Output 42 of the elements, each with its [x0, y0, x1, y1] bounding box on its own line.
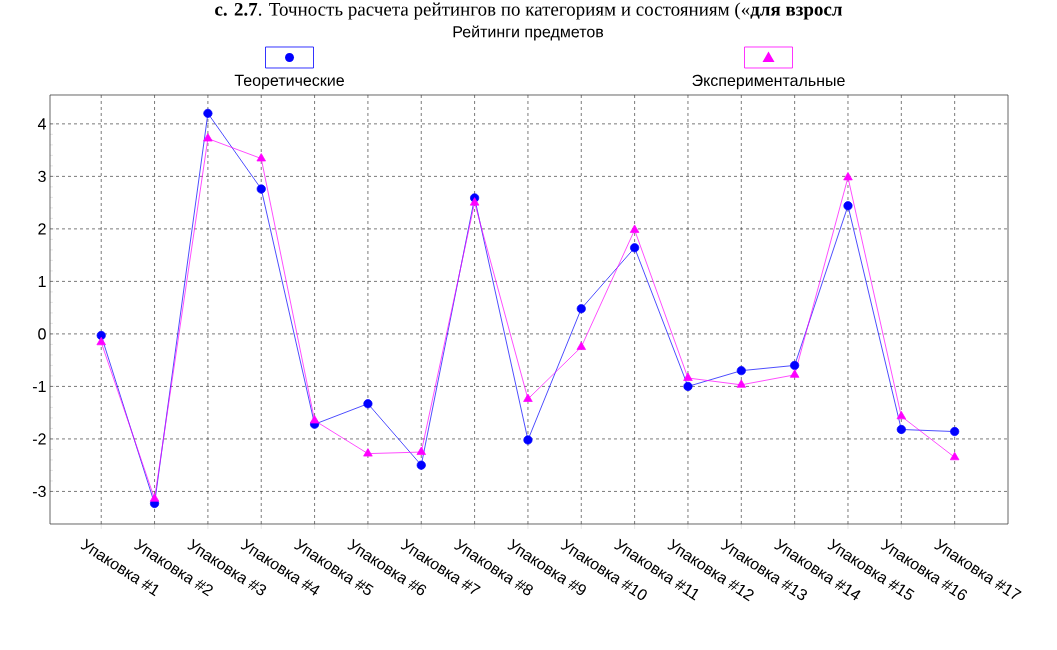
- point: [256, 153, 266, 162]
- point: [309, 415, 320, 424]
- point: [149, 493, 160, 502]
- point: [256, 184, 266, 194]
- point: [790, 360, 800, 370]
- point: [469, 197, 480, 206]
- y-tick-label: 2: [38, 223, 46, 235]
- text: с. 2.7. Точность расчета рейтингов по категориям и состояниям («для взросл: [215, 2, 843, 20]
- point: [683, 372, 693, 381]
- chart-title: Рейтинги предметов: [453, 25, 604, 41]
- point: [949, 451, 960, 461]
- point: [896, 424, 906, 435]
- point: [950, 427, 960, 437]
- point: [203, 133, 213, 142]
- point: [683, 381, 693, 391]
- y-tick-label: 1: [38, 275, 46, 287]
- point: [789, 369, 800, 378]
- point: [843, 172, 853, 181]
- point: [363, 399, 373, 409]
- point: [576, 304, 586, 314]
- point: [843, 201, 853, 211]
- y-tick-label: -2: [32, 433, 46, 445]
- point: [416, 460, 426, 470]
- point: [96, 336, 106, 346]
- legend-label: Экспериментальные: [692, 74, 845, 90]
- y-tick-label: 4: [37, 118, 46, 130]
- y-tick-label: 3: [38, 170, 46, 183]
- y-tick-label: 0: [38, 328, 46, 340]
- point: [629, 224, 640, 233]
- point: [896, 410, 906, 420]
- point: [736, 366, 746, 376]
- y-tick-label: -3: [32, 485, 46, 498]
- point: [203, 108, 213, 118]
- point: [363, 448, 373, 457]
- point: [416, 446, 426, 455]
- point: [523, 435, 533, 445]
- y-tick-label: -1: [32, 380, 46, 392]
- legend-label: Теоретические: [234, 74, 344, 90]
- point: [576, 341, 586, 350]
- point: [630, 243, 640, 253]
- point: [736, 379, 746, 388]
- point: [523, 393, 533, 402]
